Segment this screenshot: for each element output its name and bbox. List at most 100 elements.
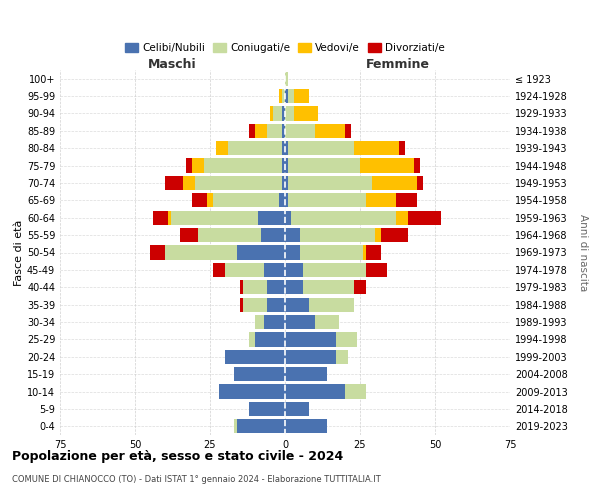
Bar: [240, 298, 243, 312]
Bar: [183, 176, 195, 190]
Bar: [288, 193, 366, 208]
Bar: [282, 141, 285, 156]
Bar: [285, 228, 300, 242]
Bar: [243, 280, 267, 294]
Bar: [279, 89, 282, 103]
Bar: [267, 298, 285, 312]
Bar: [303, 280, 354, 294]
Bar: [264, 315, 285, 329]
Bar: [300, 228, 375, 242]
Bar: [345, 384, 366, 398]
Bar: [336, 332, 357, 346]
Bar: [294, 89, 309, 103]
Bar: [282, 176, 285, 190]
Bar: [372, 176, 417, 190]
Bar: [285, 298, 309, 312]
Bar: [285, 350, 336, 364]
Bar: [285, 280, 303, 294]
Bar: [282, 124, 285, 138]
Bar: [285, 332, 336, 346]
Bar: [219, 384, 285, 398]
Bar: [258, 210, 285, 225]
Bar: [279, 193, 285, 208]
Bar: [285, 315, 315, 329]
Bar: [288, 141, 354, 156]
Bar: [366, 263, 387, 277]
Bar: [249, 124, 255, 138]
Bar: [414, 158, 420, 172]
Bar: [237, 419, 285, 434]
Text: COMUNE DI CHIANOCCO (TO) - Dati ISTAT 1° gennaio 2024 - Elaborazione TUTTITALIA.: COMUNE DI CHIANOCCO (TO) - Dati ISTAT 1°…: [12, 475, 381, 484]
Bar: [249, 332, 255, 346]
Bar: [291, 210, 396, 225]
Bar: [261, 228, 285, 242]
Bar: [198, 228, 261, 242]
Bar: [267, 280, 285, 294]
Bar: [240, 280, 243, 294]
Bar: [150, 246, 165, 260]
Bar: [255, 124, 267, 138]
Bar: [285, 367, 327, 382]
Bar: [285, 158, 288, 172]
Bar: [249, 402, 285, 416]
Bar: [234, 367, 285, 382]
Bar: [399, 141, 405, 156]
Bar: [381, 228, 408, 242]
Bar: [207, 193, 213, 208]
Bar: [267, 124, 282, 138]
Bar: [237, 246, 285, 260]
Bar: [366, 246, 381, 260]
Bar: [396, 210, 408, 225]
Bar: [285, 246, 300, 260]
Bar: [285, 419, 327, 434]
Bar: [285, 402, 309, 416]
Bar: [285, 124, 315, 138]
Text: Popolazione per età, sesso e stato civile - 2024: Popolazione per età, sesso e stato civil…: [12, 450, 343, 463]
Bar: [168, 210, 171, 225]
Bar: [354, 280, 366, 294]
Bar: [186, 158, 192, 172]
Bar: [213, 193, 279, 208]
Bar: [225, 350, 285, 364]
Bar: [303, 263, 366, 277]
Bar: [336, 350, 348, 364]
Bar: [273, 106, 282, 120]
Text: Anni di nascita: Anni di nascita: [578, 214, 588, 291]
Bar: [285, 384, 345, 398]
Bar: [255, 315, 264, 329]
Bar: [294, 106, 318, 120]
Bar: [285, 176, 288, 190]
Bar: [153, 210, 168, 225]
Bar: [282, 158, 285, 172]
Bar: [354, 141, 399, 156]
Bar: [165, 246, 237, 260]
Bar: [171, 210, 258, 225]
Y-axis label: Fasce di età: Fasce di età: [14, 220, 24, 286]
Bar: [396, 193, 417, 208]
Bar: [165, 176, 183, 190]
Bar: [360, 158, 414, 172]
Bar: [288, 158, 360, 172]
Bar: [192, 158, 204, 172]
Bar: [255, 332, 285, 346]
Bar: [285, 106, 294, 120]
Bar: [195, 176, 282, 190]
Text: Maschi: Maschi: [148, 58, 197, 71]
Bar: [228, 141, 282, 156]
Bar: [363, 246, 366, 260]
Bar: [192, 193, 207, 208]
Bar: [204, 158, 282, 172]
Bar: [315, 124, 345, 138]
Bar: [234, 419, 237, 434]
Bar: [282, 89, 285, 103]
Bar: [315, 315, 339, 329]
Bar: [288, 89, 294, 103]
Bar: [213, 263, 225, 277]
Bar: [243, 298, 267, 312]
Bar: [309, 298, 354, 312]
Legend: Celibi/Nubili, Coniugati/e, Vedovi/e, Divorziati/e: Celibi/Nubili, Coniugati/e, Vedovi/e, Di…: [121, 38, 449, 58]
Bar: [285, 210, 291, 225]
Bar: [366, 193, 396, 208]
Bar: [408, 210, 441, 225]
Bar: [285, 72, 288, 86]
